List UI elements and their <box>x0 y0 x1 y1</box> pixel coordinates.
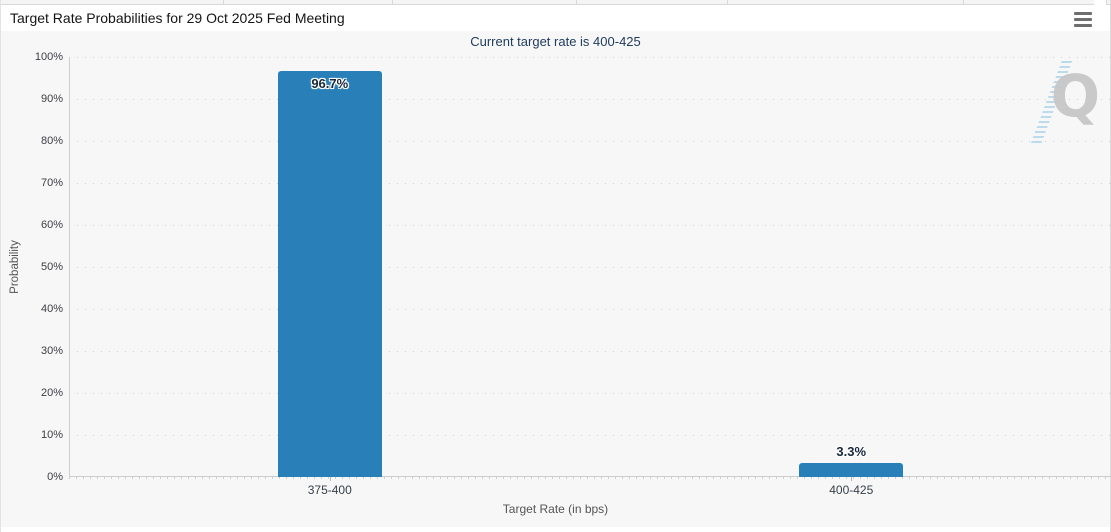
x-axis-line <box>69 476 1111 477</box>
gridline <box>69 225 1111 226</box>
gridline <box>69 99 1111 100</box>
y-axis-title: Probability <box>9 240 21 294</box>
y-tick-label: 90% <box>40 93 63 105</box>
gridline <box>69 435 1111 436</box>
gridline <box>69 141 1111 142</box>
chart-header: Target Rate Probabilities for 29 Oct 202… <box>1 5 1110 31</box>
page-title: Target Rate Probabilities for 29 Oct 202… <box>10 10 345 26</box>
x-tick-label: 400-425 <box>829 483 874 497</box>
chart-region: Current target rate is 400-425 0% 10% 20% 3… <box>1 31 1111 532</box>
y-tick-label: 20% <box>40 387 63 399</box>
gridline <box>69 183 1111 184</box>
plot-area: 96.7% 375-400 3.3% 400-425 <box>69 57 1111 497</box>
y-tick-label: 40% <box>40 303 63 315</box>
x-axis-title: Target Rate (in bps) <box>502 502 609 516</box>
table-cell-divider <box>223 0 224 4</box>
gridline <box>69 267 1111 268</box>
table-cell-divider <box>963 0 964 4</box>
bar-400-425[interactable] <box>799 463 904 477</box>
bar-value-label: 3.3% <box>836 444 867 460</box>
x-tick <box>851 477 853 481</box>
bottom-strip <box>1 527 1110 532</box>
table-strip-gap <box>1094 0 1106 5</box>
y-tick-label: 10% <box>40 429 63 441</box>
chart-menu-button[interactable] <box>1074 11 1096 28</box>
table-cell-divider <box>1106 0 1107 4</box>
y-tick-label: 100% <box>34 51 63 63</box>
bar-value-label: 96.7% <box>311 75 349 91</box>
x-tick-label: 375-400 <box>307 483 352 497</box>
bar-375-400[interactable] <box>277 70 382 477</box>
x-axis-minor-ticks <box>69 477 1111 479</box>
hamburger-icon <box>1074 12 1092 27</box>
table-cell-divider <box>576 0 577 4</box>
y-tick-label: 60% <box>40 219 63 231</box>
gridline <box>69 351 1111 352</box>
chart-subtitle: Current target rate is 400-425 <box>470 34 641 49</box>
y-tick-label: 70% <box>40 177 63 189</box>
y-tick-label: 30% <box>40 345 63 357</box>
y-tick-label: 50% <box>40 261 63 273</box>
gridline <box>69 309 1111 310</box>
table-cell-divider <box>392 0 393 4</box>
gridline <box>69 57 1111 58</box>
y-tick-label: 0% <box>47 471 63 483</box>
y-tick-label: 80% <box>40 135 63 147</box>
y-axis-labels: 0% 10% 20% 30% 40% 50% 60% 70% 80% 90% 100% <box>1 51 63 483</box>
table-row-sliver <box>1 0 1110 5</box>
gridline <box>69 393 1111 394</box>
table-cell-divider <box>727 0 728 4</box>
x-tick <box>329 477 331 481</box>
